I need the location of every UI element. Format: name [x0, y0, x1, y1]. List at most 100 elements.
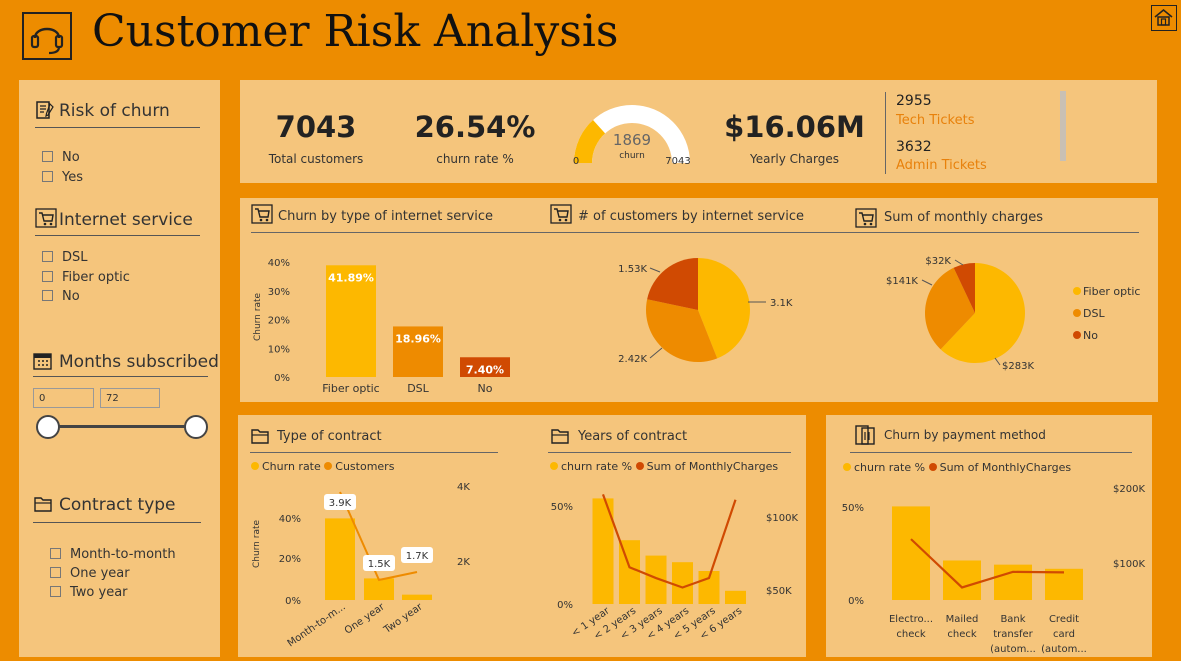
months-min-input[interactable]: 0 [33, 388, 94, 408]
months-slider-track[interactable] [46, 425, 198, 428]
x-tick: card [1053, 629, 1075, 640]
y-tick: 50% [842, 503, 864, 514]
admin-tickets-value: 3632 [896, 139, 932, 155]
checkbox[interactable] [42, 251, 53, 262]
chart-legend: Churn rate Customers [251, 460, 394, 473]
checkbox-risk-yes[interactable]: Yes [42, 170, 83, 185]
tickets-divider [885, 92, 886, 174]
chart-legend: churn rate % Sum of MonthlyCharges [843, 461, 1071, 474]
label-box [363, 555, 395, 571]
legend-label: Sum of MonthlyCharges [646, 460, 779, 473]
years-contract-chart: 50%0%$100K$50K< 1 year< 2 years< 3 years… [551, 493, 798, 642]
checkbox[interactable] [50, 548, 61, 559]
bar [619, 540, 640, 604]
months-max-input[interactable]: 72 [100, 388, 160, 408]
total-customers-label: Total customers [268, 152, 364, 166]
legend-dot [1073, 309, 1081, 317]
x-tick: Fiber optic [322, 382, 379, 395]
x-tick: Electro... [889, 614, 933, 625]
legend-dot [843, 463, 851, 471]
slicer-contract-title: Contract type [59, 495, 176, 515]
tech-tickets-link[interactable]: Tech Tickets [896, 113, 975, 128]
y2-tick: $200K [1113, 484, 1145, 495]
legend-dot [928, 463, 937, 471]
legend-dot [1073, 287, 1081, 295]
legend-label: churn rate % [854, 461, 926, 474]
checkbox[interactable] [42, 290, 53, 301]
checkbox-label: DSL [62, 250, 88, 265]
checkbox-risk-no[interactable]: No [42, 150, 80, 165]
bar [325, 518, 355, 600]
divider [850, 452, 1132, 453]
leader-line [921, 279, 933, 286]
home-button[interactable] [1151, 5, 1177, 31]
checkbox-dsl[interactable]: DSL [42, 250, 88, 265]
logo [22, 12, 72, 60]
checkbox-month-to-month[interactable]: Month-to-month [50, 547, 176, 562]
checkbox[interactable] [50, 586, 61, 597]
leader-line [649, 267, 661, 273]
bar [994, 564, 1032, 600]
churn-rate-label: churn rate % [436, 152, 514, 166]
checkbox-two-year[interactable]: Two year [50, 585, 128, 600]
x-tick: transfer [993, 629, 1033, 640]
checkbox[interactable] [42, 271, 53, 282]
checkbox[interactable] [42, 171, 53, 182]
gauge-fill [574, 120, 606, 163]
legend-label: No [1083, 329, 1098, 342]
y-tick: 0% [274, 373, 290, 384]
x-tick: (autom... [1041, 644, 1087, 655]
y-tick: 40% [268, 258, 290, 269]
checkbox[interactable] [42, 151, 53, 162]
divider [35, 235, 200, 236]
home-icon [1154, 8, 1173, 26]
slider-handle-max[interactable] [184, 415, 208, 439]
y-tick: 0% [848, 596, 864, 607]
checkbox[interactable] [50, 567, 61, 578]
folder-icon [551, 429, 569, 444]
x-tick: Two year [381, 601, 425, 636]
bar [943, 560, 981, 600]
x-tick: Month-to-m... [286, 601, 348, 649]
pie-slice [953, 263, 975, 313]
kpi-panel [240, 80, 1157, 183]
legend-label: Churn rate [262, 460, 321, 473]
x-tick: Mailed [946, 614, 979, 625]
x-tick: DSL [407, 382, 429, 395]
chart-title: Churn by payment method [884, 428, 1046, 442]
y-tick: 50% [551, 502, 573, 513]
scrollbar[interactable] [1060, 91, 1066, 161]
checkbox-no-internet[interactable]: No [42, 289, 80, 304]
headset-icon [30, 27, 64, 55]
admin-tickets-link[interactable]: Admin Tickets [896, 158, 987, 173]
divider [250, 452, 498, 453]
document-icon [36, 101, 54, 119]
chart-title: Sum of monthly charges [884, 210, 1044, 225]
bar [645, 555, 667, 604]
bar [892, 506, 930, 600]
slider-handle-min[interactable] [36, 415, 60, 439]
checkbox-one-year[interactable]: One year [50, 566, 130, 581]
leader-line [954, 259, 964, 266]
x-tick: Bank [1000, 614, 1025, 625]
data-label: 41.89% [328, 271, 374, 284]
customers-internet-pie: 3.1K 2.42K 1.53K [618, 258, 793, 365]
checkbox-label: Two year [70, 585, 128, 600]
checkbox-label: One year [70, 566, 130, 581]
series-line [910, 538, 1065, 589]
divider [33, 522, 201, 523]
payment-chart-panel [826, 415, 1152, 657]
y-tick: 20% [268, 316, 290, 327]
cart-icon [251, 204, 273, 224]
payment-method-chart: 50% 0% $200K $100K Electro... check Mailed chec… [842, 484, 1146, 655]
churn-internet-chart: Churn rate 40% 30% 20% 10% 0% 41.89% Fiber opti… [253, 258, 510, 395]
y2-tick: 4K [457, 482, 470, 493]
chart-legend: churn rate % Sum of MonthlyCharges [550, 460, 778, 473]
legend-label: Customers [335, 460, 395, 473]
checkbox-fiber[interactable]: Fiber optic [42, 270, 130, 285]
tech-tickets-value: 2955 [896, 93, 932, 109]
y-tick: 40% [279, 514, 301, 525]
bar [402, 594, 432, 600]
x-tick: (autom... [990, 644, 1036, 655]
divider [33, 376, 208, 377]
